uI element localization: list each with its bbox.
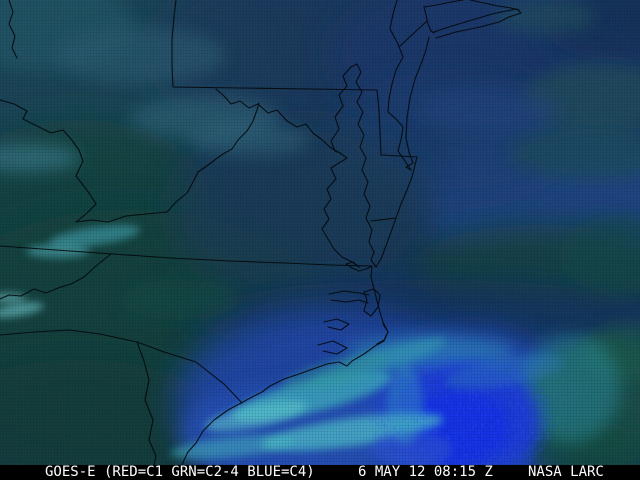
border-westvirginia-virginia — [166, 102, 260, 213]
border-potomac-river — [215, 88, 348, 159]
border-newyork-newjersey — [399, 20, 428, 47]
state-border-lines — [0, 0, 522, 465]
coast-long-island-north — [433, 8, 522, 33]
border-virginia-northcarolina — [0, 245, 373, 267]
border-ohio-river — [0, 99, 97, 223]
satellite-map — [0, 0, 640, 465]
border-ohio-top — [8, 0, 18, 59]
coast-pamlico-peninsula — [363, 288, 381, 317]
coast-outer-banks — [240, 265, 389, 404]
border-southcarolina-river — [136, 341, 157, 465]
coast-pamlico-river — [323, 318, 350, 331]
coast-hampton-roads — [345, 261, 373, 272]
coast-delmarva-west — [350, 63, 377, 268]
status-bar: GOES-E (RED=C1 GRN=C2-4 BLUE=C4) 6 MAY 1… — [0, 465, 640, 480]
coast-albemarle-south — [330, 299, 369, 304]
border-northcarolina-tennessee — [0, 253, 112, 300]
coast-long-island-south — [435, 16, 510, 39]
coast-chesapeake-west-lower — [321, 157, 360, 268]
satellite-image — [0, 0, 640, 465]
border-delaware — [376, 89, 418, 158]
coast-connecticut — [423, 0, 464, 8]
border-ohio-pennsylvania — [171, 0, 177, 88]
coast-new-jersey — [405, 36, 430, 171]
coast-albemarle-north — [328, 290, 370, 296]
coast-connecticut-east — [469, 0, 520, 11]
product-label: GOES-E (RED=C1 GRN=C2-4 BLUE=C4) — [45, 465, 315, 480]
coast-hudson-nyc — [423, 6, 435, 34]
credit-label: NASA LARC — [528, 465, 604, 480]
storm-pixel-noise — [370, 356, 554, 465]
coast-chesapeake-west-upper — [330, 66, 352, 154]
border-kentucky-virginia — [75, 211, 168, 223]
timestamp-label: 6 MAY 12 08:15 Z — [358, 465, 493, 480]
coast-neuse-river — [317, 340, 348, 355]
coast-carolinas-south — [181, 402, 242, 465]
border-delaware-river — [387, 0, 412, 171]
border-maryland-virginia-shore — [370, 217, 397, 222]
